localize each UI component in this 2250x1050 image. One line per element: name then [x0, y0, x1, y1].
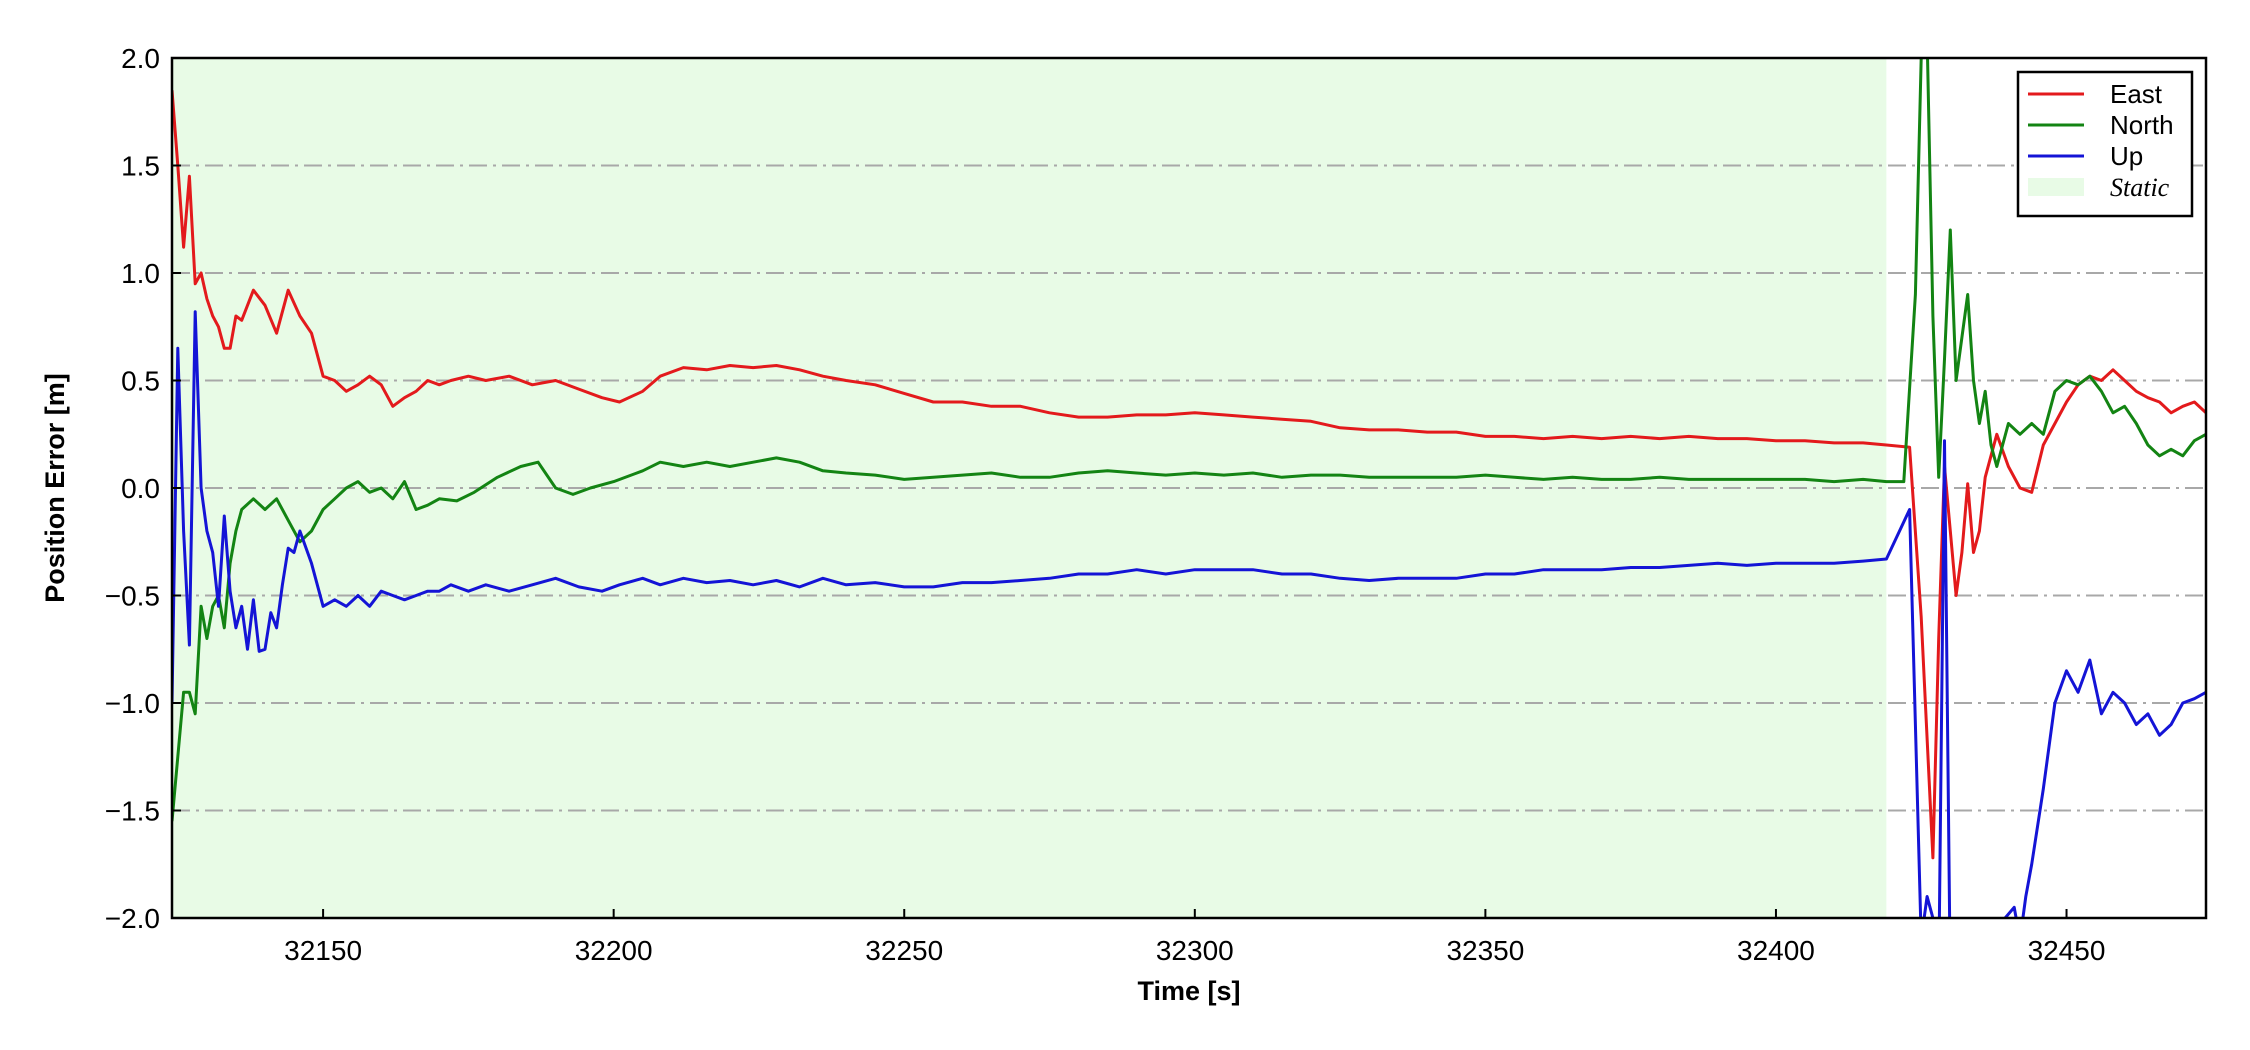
legend-swatch-static [2028, 178, 2084, 196]
x-tick-label: 32350 [1446, 935, 1524, 966]
y-tick-label: 0.0 [121, 473, 160, 504]
x-tick-label: 32400 [1737, 935, 1815, 966]
y-tick-label: −2.0 [105, 903, 160, 934]
grid-lines [172, 164, 2206, 812]
series-line-east [172, 90, 2206, 860]
y-tick-label: −1.0 [105, 688, 160, 719]
y-tick-label: 1.5 [121, 151, 160, 182]
series-line-north [172, 58, 2206, 822]
y-tick-label: −1.5 [105, 796, 160, 827]
x-tick-label: 32300 [1156, 935, 1234, 966]
y-axis-title: Position Error [m] [40, 373, 70, 603]
series-line-up [172, 310, 2206, 918]
y-tick-label: 2.0 [121, 43, 160, 74]
x-tick-label: 32150 [284, 935, 362, 966]
legend-label-east: East [2110, 79, 2163, 109]
axis-ticks: −2.0 −1.5 −1.0 −0.5 0.0 0.5 1.0 1.5 2.0 32150 3220… [105, 43, 2106, 966]
series-lines [172, 58, 2206, 918]
x-tick-label: 32200 [575, 935, 653, 966]
legend-label-north: North [2110, 110, 2174, 140]
x-tick-label: 32250 [865, 935, 943, 966]
legend-label-static: Static [2110, 173, 2170, 202]
x-tick-label: 32450 [2028, 935, 2106, 966]
legend-label-up: Up [2110, 141, 2143, 171]
y-tick-label: 1.0 [121, 258, 160, 289]
y-tick-label: 0.5 [121, 366, 160, 397]
y-tick-label: −0.5 [105, 581, 160, 612]
x-axis-title: Time [s] [1137, 976, 1240, 1006]
